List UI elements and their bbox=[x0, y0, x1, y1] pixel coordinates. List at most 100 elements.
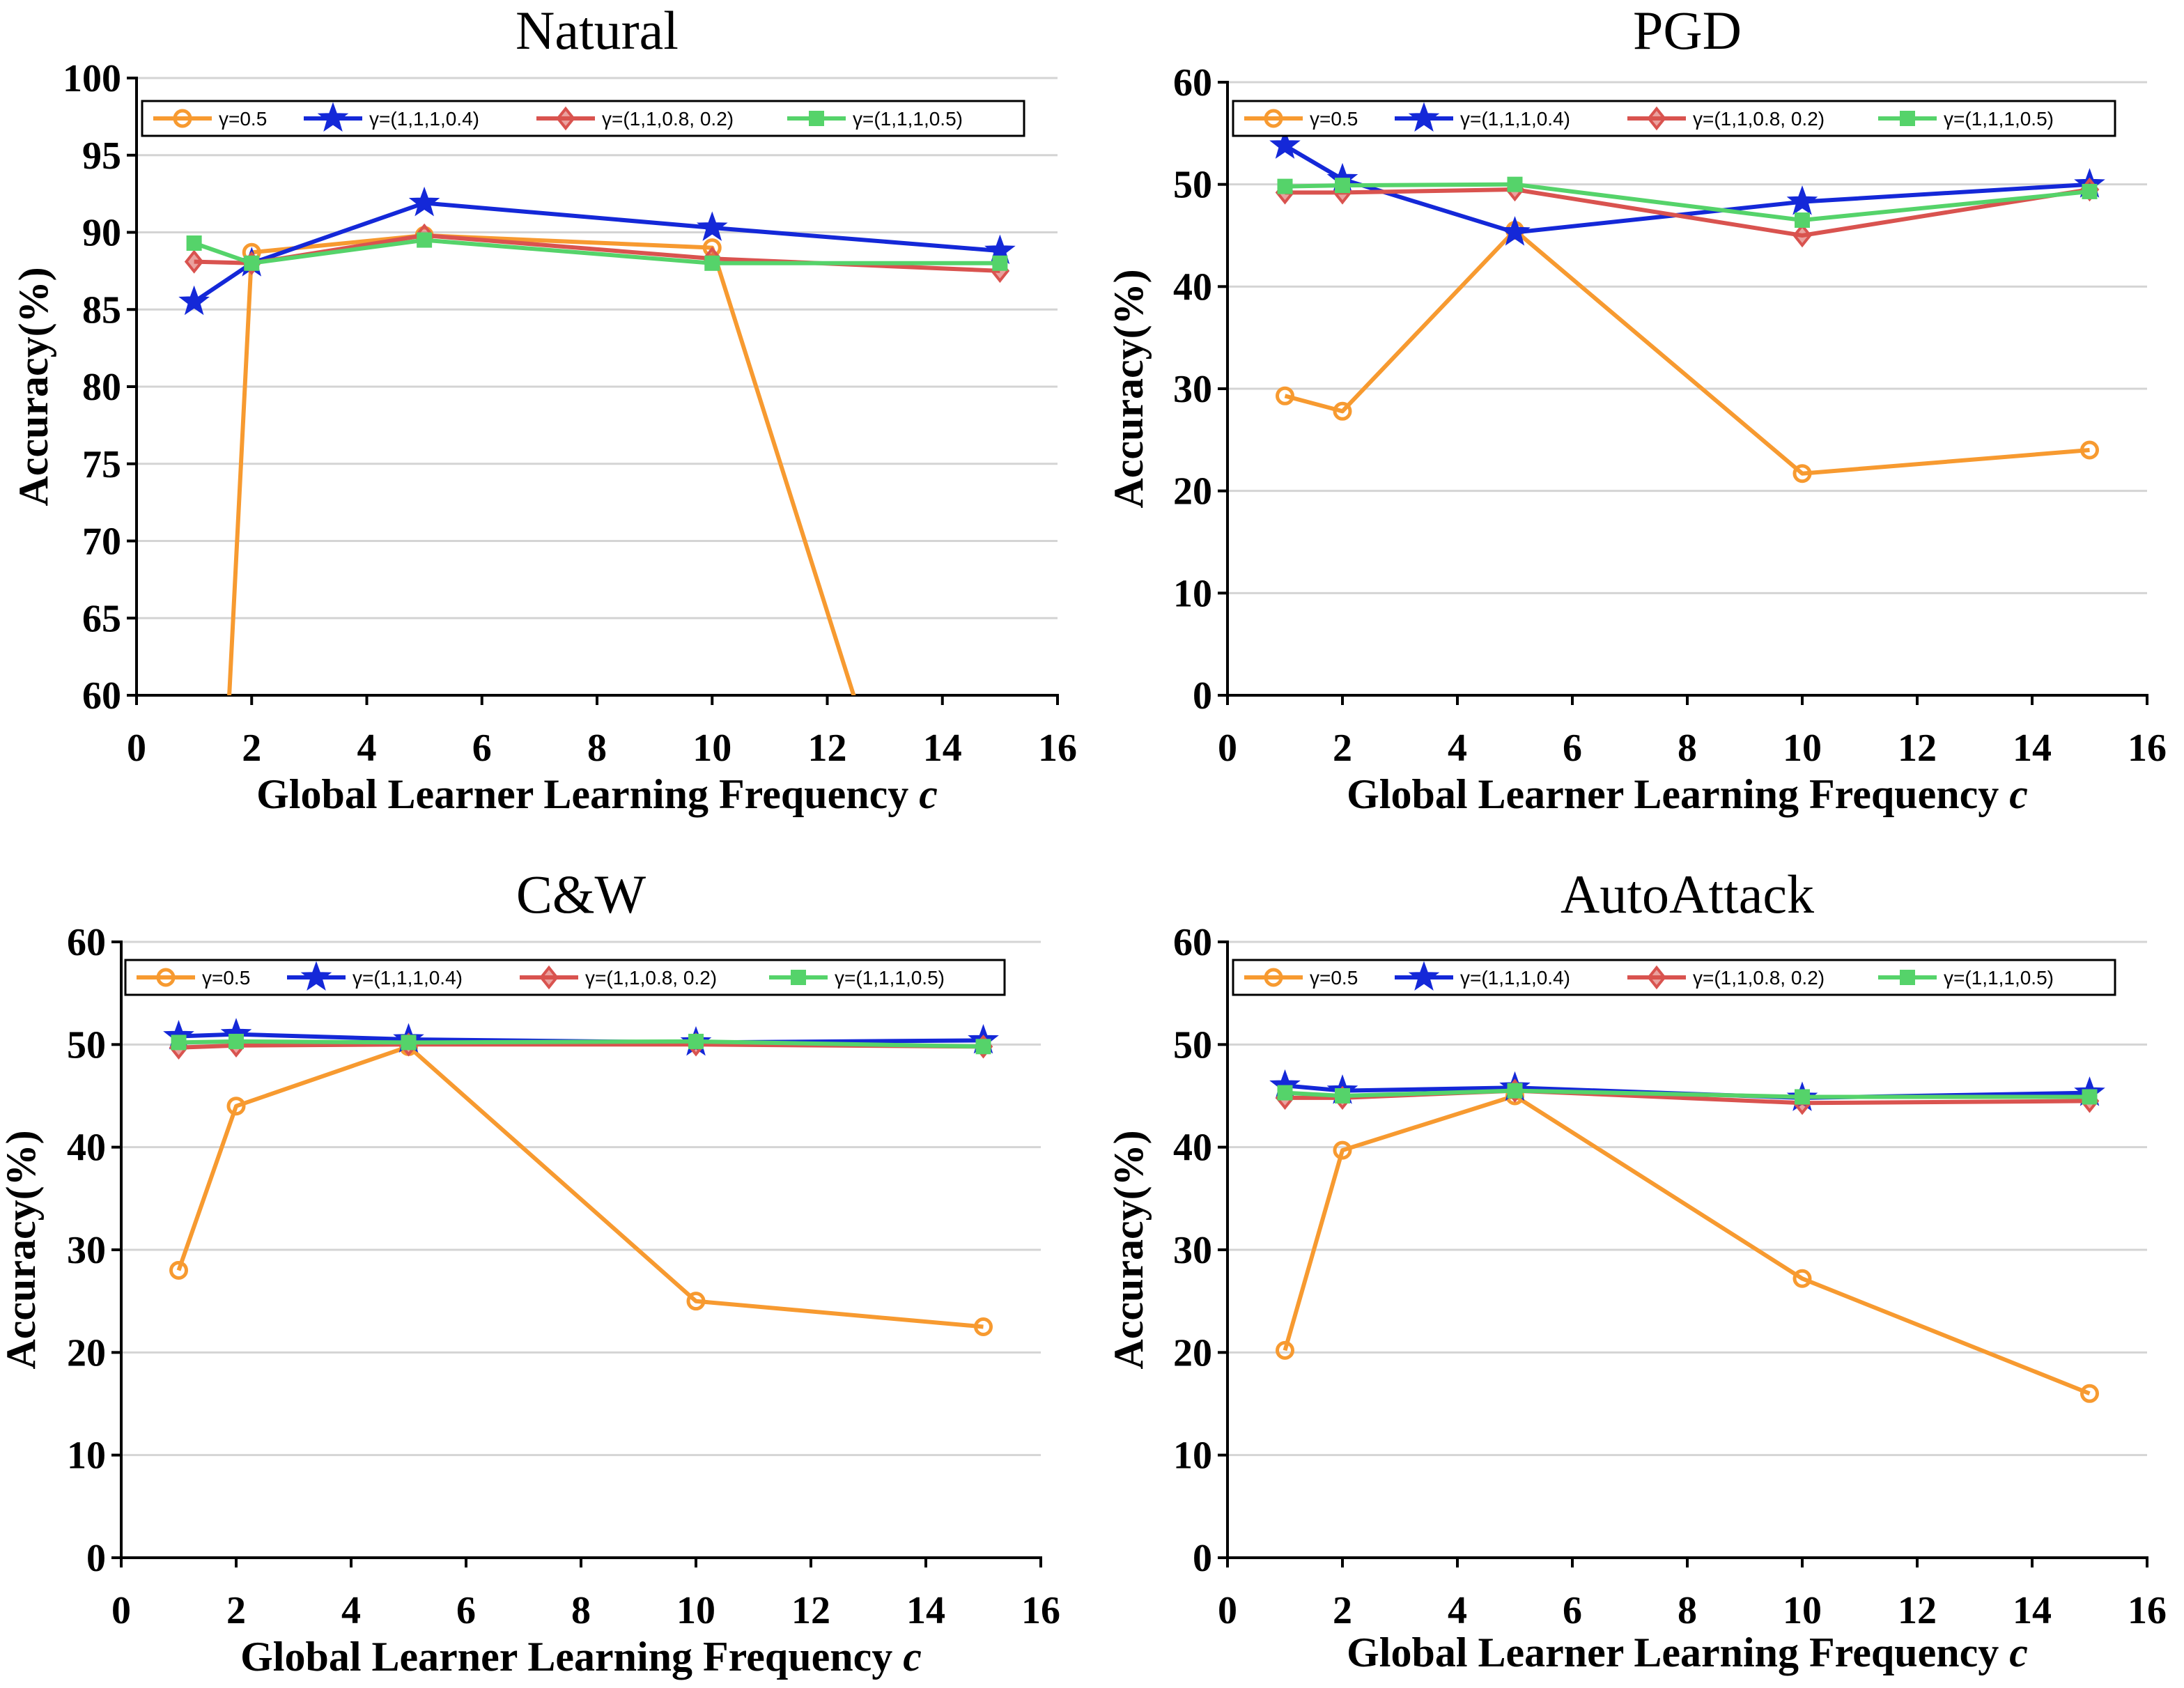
legend-item: γ=(1,1,1,0.4) bbox=[287, 961, 463, 991]
x-tick-label: 4 bbox=[341, 1589, 361, 1632]
y-tick-label: 80 bbox=[82, 366, 121, 409]
legend-marker bbox=[173, 109, 192, 128]
legend-marker bbox=[1408, 961, 1440, 991]
x-tick-label: 16 bbox=[2128, 727, 2167, 770]
legend-item: γ=(1,1,1,0.4) bbox=[1395, 102, 1570, 132]
y-tick-label: 30 bbox=[1173, 368, 1212, 411]
legend-label: γ=(1,1,1,0.4) bbox=[1460, 108, 1570, 130]
x-tick-label: 2 bbox=[226, 1589, 246, 1632]
y-tick-label: 70 bbox=[82, 520, 121, 564]
legend-label: γ=(1,1,1,0.5) bbox=[835, 967, 945, 989]
y-tick-label: 30 bbox=[67, 1229, 106, 1272]
data-point bbox=[417, 232, 433, 248]
y-tick-label: 90 bbox=[82, 212, 121, 255]
x-axis-label-text: Global Learner Learning Frequency bbox=[1347, 771, 2009, 817]
data-point bbox=[1792, 223, 1812, 248]
series-2 bbox=[1269, 129, 2105, 246]
x-tick-label: 0 bbox=[1218, 1589, 1237, 1632]
legend-item: γ=(1,1,1,0.5) bbox=[1878, 108, 2054, 130]
plot-area bbox=[1269, 1069, 2105, 1403]
y-tick-label: 60 bbox=[1173, 921, 1212, 964]
data-point bbox=[229, 1033, 244, 1049]
x-tick-label: 14 bbox=[2013, 727, 2052, 770]
x-tick-label: 10 bbox=[676, 1589, 715, 1632]
legend: γ=0.5 γ=(1,1,1,0.4) γ=(1,1,0.8, 0.2) γ=(1,1… bbox=[1232, 959, 2116, 996]
series-1 bbox=[1276, 1086, 2099, 1403]
legend-label: γ=0.5 bbox=[1310, 108, 1358, 130]
data-point bbox=[171, 1035, 187, 1051]
x-tick-label: 6 bbox=[1563, 727, 1582, 770]
data-point bbox=[704, 255, 720, 271]
x-tick-label: 14 bbox=[2013, 1589, 2052, 1632]
data-point bbox=[178, 285, 210, 316]
data-point bbox=[1792, 1269, 1812, 1288]
x-axis-label-text: Global Learner Learning Frequency bbox=[1347, 1629, 2009, 1675]
series-4 bbox=[1277, 176, 2098, 228]
x-tick-label: 0 bbox=[127, 727, 146, 770]
data-point bbox=[2080, 1384, 2099, 1403]
series-line bbox=[1284, 228, 2090, 476]
x-tick-label: 14 bbox=[906, 1589, 945, 1632]
legend-label: γ=(1,1,1,0.5) bbox=[853, 108, 963, 130]
x-tick-label: 6 bbox=[1563, 1589, 1582, 1632]
plot-area bbox=[1269, 129, 2105, 483]
legend: γ=0.5 γ=(1,1,1,0.4) γ=(1,1,0.8, 0.2) γ=(1,1… bbox=[141, 100, 1025, 137]
data-point bbox=[1507, 1083, 1523, 1099]
y-tick-label: 40 bbox=[67, 1126, 106, 1170]
data-point bbox=[1333, 1140, 1352, 1160]
data-point bbox=[1276, 1340, 1294, 1360]
y-axis-label: Accuracy(%) bbox=[1106, 1130, 1152, 1369]
chart-title: C&W bbox=[516, 864, 646, 924]
data-point bbox=[1507, 176, 1523, 192]
series-4 bbox=[171, 1033, 991, 1055]
legend-marker bbox=[1408, 102, 1440, 132]
x-tick-label: 4 bbox=[1448, 1589, 1467, 1632]
legend-label: γ=(1,1,0.8, 0.2) bbox=[1693, 967, 1825, 989]
y-axis-label: Accuracy(%) bbox=[1106, 269, 1152, 508]
legend-marker bbox=[791, 970, 806, 985]
y-tick-label: 20 bbox=[1173, 1331, 1212, 1375]
y-tick-label: 60 bbox=[1173, 61, 1212, 104]
legend-marker bbox=[156, 968, 176, 987]
data-point bbox=[1277, 1085, 1293, 1101]
y-tick-label: 50 bbox=[1173, 1023, 1212, 1067]
x-axis-label-text: Global Learner Learning Frequency bbox=[240, 1634, 903, 1680]
y-tick-label: 30 bbox=[1173, 1229, 1212, 1272]
x-tick-label: 6 bbox=[456, 1589, 476, 1632]
x-tick-label: 10 bbox=[692, 727, 731, 770]
data-point bbox=[2080, 440, 2099, 460]
legend-label: γ=(1,1,0.8, 0.2) bbox=[602, 108, 734, 130]
data-point bbox=[1276, 386, 1294, 405]
data-point bbox=[1333, 401, 1352, 421]
x-tick-label: 12 bbox=[791, 1589, 830, 1632]
data-point bbox=[992, 255, 1008, 271]
legend-item: γ=(1,1,0.8, 0.2) bbox=[1627, 965, 1825, 990]
y-tick-label: 100 bbox=[63, 57, 121, 100]
series-4 bbox=[1277, 1083, 2098, 1105]
data-point bbox=[186, 235, 202, 251]
y-tick-label: 0 bbox=[1193, 674, 1212, 718]
data-point bbox=[408, 186, 440, 217]
data-point bbox=[974, 1317, 993, 1336]
series-line bbox=[1283, 144, 2090, 235]
legend-label: γ=(1,1,0.8, 0.2) bbox=[585, 967, 717, 989]
chart-1: 60 65 70 75 80 85 90 95 100 0 2 4 6 8 10 12 14 16 Natural G… bbox=[10, 0, 1077, 817]
legend-item: γ=(1,1,1,0.4) bbox=[304, 102, 479, 132]
y-tick-label: 10 bbox=[1173, 572, 1212, 615]
data-point bbox=[1269, 129, 1301, 159]
chart-title: Natural bbox=[516, 0, 679, 61]
x-tick-label: 8 bbox=[571, 1589, 591, 1632]
x-tick-label: 12 bbox=[1898, 727, 1937, 770]
x-tick-label: 8 bbox=[587, 727, 607, 770]
x-tick-label: 0 bbox=[111, 1589, 131, 1632]
x-tick-label: 12 bbox=[808, 727, 847, 770]
legend-marker bbox=[556, 106, 575, 131]
x-tick-label: 8 bbox=[1678, 727, 1697, 770]
chart-2: 0 10 20 30 40 50 60 0 2 4 6 8 10 12 14 16 PGD Global Lear… bbox=[1106, 0, 2167, 817]
legend-label: γ=(1,1,0.8, 0.2) bbox=[1693, 108, 1825, 130]
series-1 bbox=[1276, 221, 2099, 483]
legend: γ=0.5 γ=(1,1,1,0.4) γ=(1,1,0.8, 0.2) γ=(1,1… bbox=[1232, 100, 2116, 137]
y-tick-label: 10 bbox=[1173, 1434, 1212, 1478]
data-point bbox=[226, 1097, 246, 1116]
